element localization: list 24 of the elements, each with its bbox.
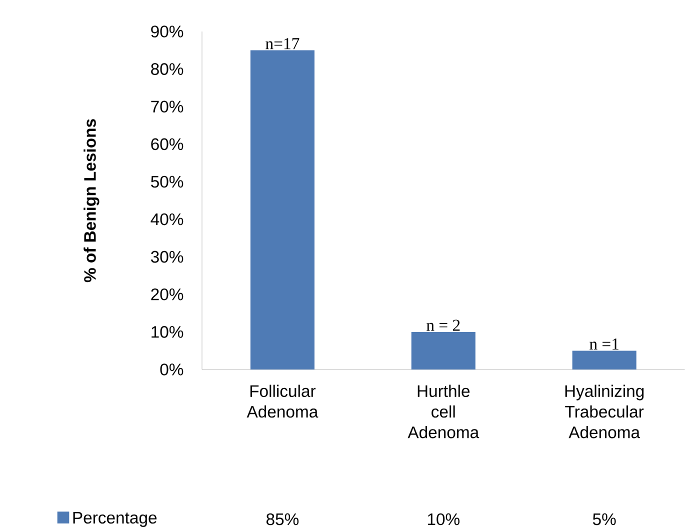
x-tick-label: Follicular Adenoma [246, 384, 318, 418]
x-tick-label: Hurthle cell Adenoma [408, 384, 480, 438]
bar [572, 350, 636, 370]
y-axis-title: % of Benign Lesions [84, 118, 100, 282]
y-tick-label: 10% [152, 326, 184, 338]
legend-label: Percentage [73, 512, 157, 527]
data-label: 85% [266, 513, 299, 525]
bar [250, 50, 314, 370]
annotation: n = 2 [426, 319, 460, 331]
y-tick-label: 50% [151, 176, 184, 188]
y-tick-label: 40% [150, 213, 184, 225]
data-label: 5% [592, 513, 616, 525]
y-tick-label: 90% [151, 25, 184, 38]
y-tick-label: 20% [151, 288, 184, 300]
y-tick-label: 60% [151, 138, 184, 150]
y-tick-label: 0% [160, 363, 184, 376]
data-label: 10% [428, 513, 460, 525]
x-tick-label: Hyalinizing Trabecular Adenoma [565, 384, 644, 438]
bar [411, 332, 476, 370]
y-tick-label: 70% [151, 100, 184, 112]
annotation: n=17 [266, 38, 300, 49]
y-tick-label: 80% [151, 62, 184, 75]
y-tick-label: 30% [150, 250, 184, 263]
annotation: n =1 [590, 338, 618, 350]
